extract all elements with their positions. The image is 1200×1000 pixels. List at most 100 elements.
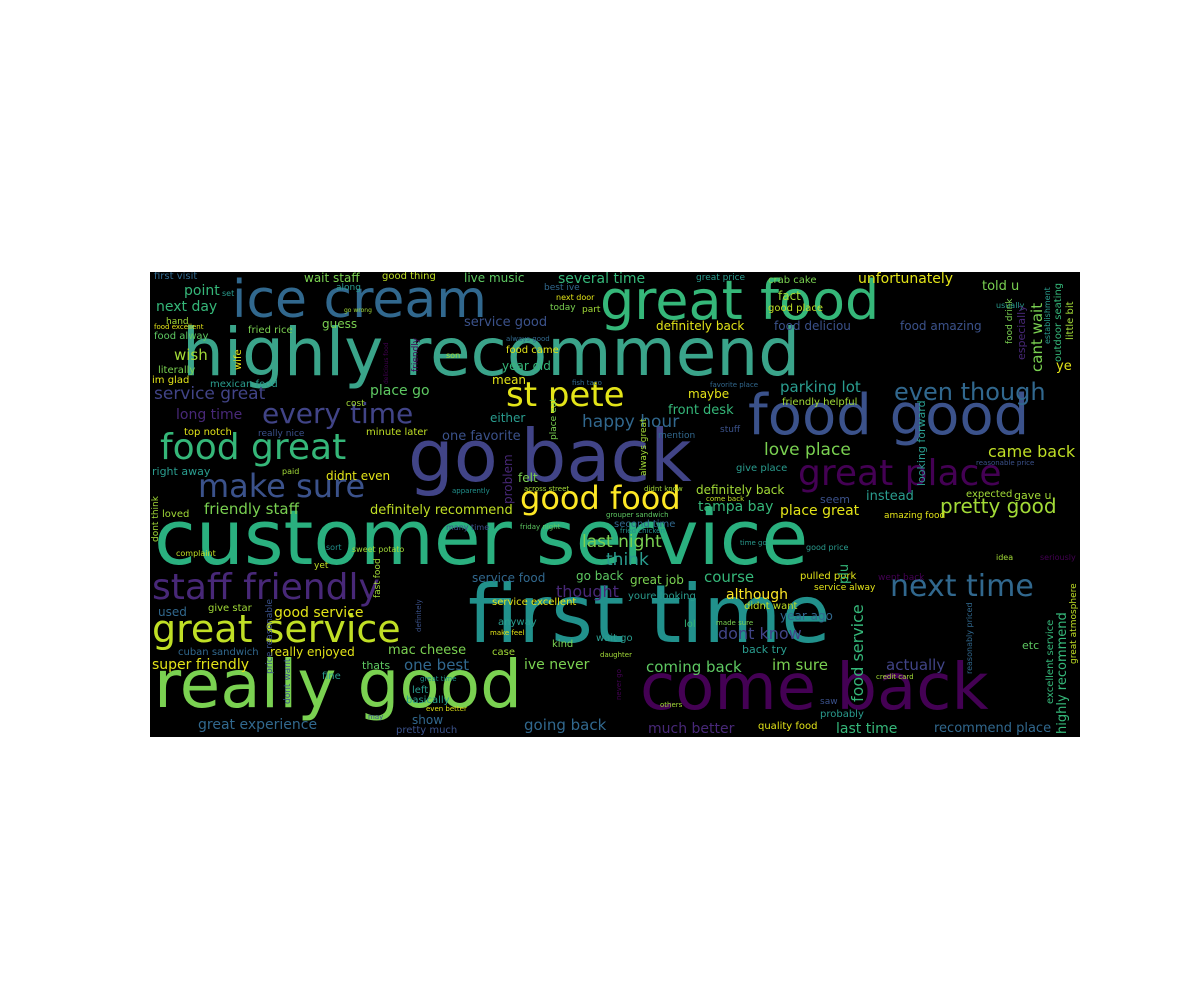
word-felt: felt: [518, 471, 538, 485]
word-fine: fine: [322, 671, 341, 682]
word-used: used: [158, 605, 187, 619]
word-definitely: definitely: [415, 599, 423, 632]
word-basically: basically: [406, 695, 450, 706]
word-pretty-much: pretty much: [396, 725, 458, 736]
word-paid: paid: [282, 467, 300, 476]
word-thought: thought: [556, 582, 619, 601]
word-go-wrong: go wrong: [344, 307, 372, 314]
word-friendly-staff: friendly staff: [204, 500, 299, 518]
word-food-excellent: food excellent: [154, 323, 204, 331]
word-great-food: great food: [600, 272, 880, 332]
word-saw: saw: [820, 697, 838, 707]
word-gave-u: gave u: [1014, 489, 1052, 502]
word-fast-food: fast food: [373, 558, 383, 598]
word-seem: seem: [820, 493, 850, 506]
word-establishment: establishment: [1043, 287, 1052, 344]
word-wish: wish: [174, 346, 208, 364]
word-idea: idea: [996, 553, 1014, 562]
word-plu: plu: [837, 563, 852, 584]
word-right-away: right away: [152, 465, 211, 478]
word-happy-hour: happy hour: [582, 412, 680, 432]
word-great-time: great time: [420, 675, 457, 683]
word-recommend-place: recommend place: [934, 721, 1052, 736]
word-problem: problem: [501, 454, 515, 504]
word-didnt-know: didnt know: [644, 485, 683, 493]
word-price-reasonable: price reasonable: [265, 599, 275, 674]
word-cost: cost: [346, 399, 365, 409]
word-year-ago: year ago: [780, 609, 833, 623]
word-grouper-sandwich: grouper sandwich: [606, 511, 669, 519]
word-im-sure: im sure: [772, 656, 828, 674]
word-hand: hand: [166, 317, 189, 327]
word-instead: instead: [866, 489, 914, 504]
word-minute-later: minute later: [366, 427, 428, 438]
word-went-back: went back: [878, 573, 925, 583]
word-place-go: place go: [370, 383, 430, 399]
word-maybe: maybe: [688, 387, 730, 401]
word-etc: etc: [1022, 639, 1040, 652]
word-service-great: service great: [154, 384, 266, 404]
word-definitely-recommend: definitely recommend: [370, 503, 513, 518]
word-friendly: friendly: [411, 337, 421, 372]
word-fact: fact: [778, 289, 801, 303]
word-daughter: daughter: [600, 651, 632, 659]
word-delicious-food: delicious food: [383, 342, 390, 384]
word-yet: yet: [314, 561, 329, 571]
word-food-alway: food alway: [154, 331, 209, 342]
word-made-sure: made sure: [716, 619, 754, 627]
word-pulled-pork: pulled pork: [800, 571, 857, 582]
word-place-great: place great: [780, 503, 860, 519]
word-wait-staff: wait staff: [304, 272, 360, 285]
word-sweet-potato: sweet potato: [352, 545, 405, 554]
word-good-place: good place: [768, 303, 824, 314]
word-stuff: stuff: [720, 425, 741, 435]
word-wife: wife: [233, 349, 244, 370]
word-youre-looking: youre looking: [628, 591, 696, 602]
word-others: others: [660, 701, 683, 709]
word-service-alway: service alway: [814, 583, 876, 593]
word-reasonably-priced: reasonably priced: [965, 602, 974, 674]
word-make-feel: make feel: [490, 629, 525, 637]
word-course: course: [704, 568, 755, 586]
word-especially: especially: [1015, 305, 1028, 360]
word-love-place: love place: [764, 440, 851, 460]
word-many-time: many time: [446, 523, 490, 532]
word-good-thing: good thing: [382, 272, 436, 282]
word-long-time: long time: [176, 407, 243, 423]
word-ive-never: ive never: [524, 657, 590, 673]
word-came-back: came back: [988, 442, 1076, 461]
word-sort: sort: [326, 543, 342, 552]
word-show: show: [412, 713, 444, 727]
word-food-deliciou: food deliciou: [774, 319, 851, 333]
word-service-excellent: service excellent: [492, 597, 577, 608]
word-anyway: anyway: [498, 617, 537, 628]
word-last-time: last time: [836, 721, 898, 737]
word-service-food: service food: [472, 571, 546, 585]
word-come-back-small: come back: [706, 495, 745, 503]
word-seriously: seriously: [1040, 553, 1076, 562]
word-live-music: live music: [464, 272, 525, 285]
word-point: point: [184, 283, 220, 299]
word-st-pete: st pete: [506, 375, 625, 415]
word-really-enjoyed: really enjoyed: [270, 645, 355, 659]
word-literally: literally: [158, 365, 196, 376]
word-kind: kind: [552, 639, 574, 650]
word-next-door: next door: [556, 293, 595, 302]
word-fried-chicken: fried chicken: [620, 527, 665, 535]
word-dont-think: dont think: [151, 496, 161, 542]
word-great-atmosphere: great atmosphere: [1069, 583, 1079, 664]
word-didnt-even: didnt even: [326, 469, 391, 483]
word-today: today: [550, 303, 576, 313]
word-year-old: year old: [502, 359, 551, 373]
word-come-back: come back: [640, 651, 989, 725]
word-make-sure: make sure: [198, 467, 366, 505]
word-mention: mention: [658, 431, 696, 441]
word-highly-recommend: highly recommend: [182, 314, 801, 391]
word-didnt-want: didnt want: [744, 601, 798, 612]
word-tampa-bay: tampa bay: [698, 499, 774, 515]
word-ice-cream: ice cream: [232, 272, 487, 330]
word-along: along: [336, 283, 361, 293]
word-reasonable-price: reasonable price: [976, 459, 1035, 467]
word-expected: expected: [966, 489, 1013, 500]
word-good-food: good food: [520, 479, 681, 517]
